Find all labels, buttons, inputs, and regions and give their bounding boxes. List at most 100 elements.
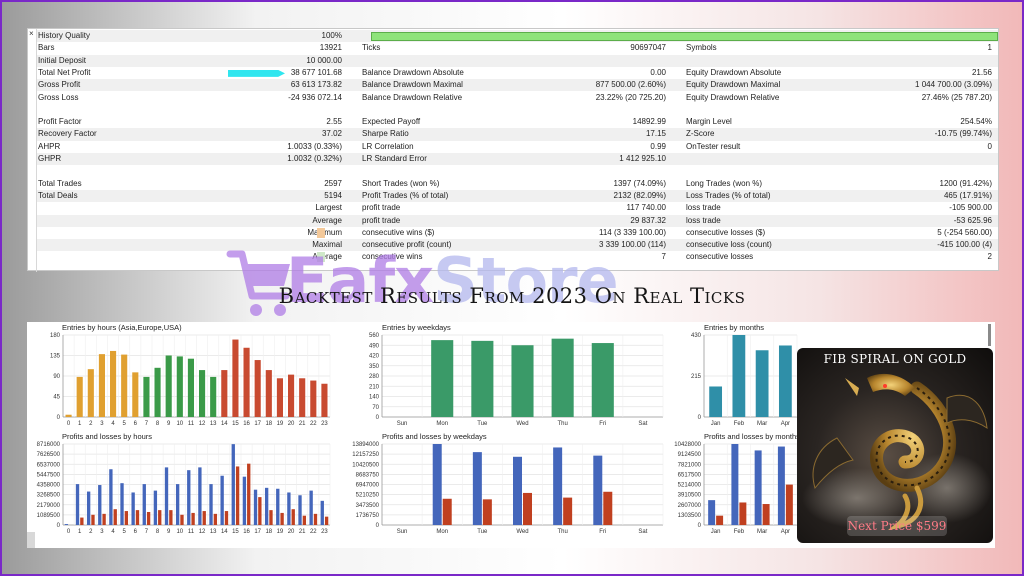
x-tick-label: 23 — [321, 529, 328, 535]
y-tick-label: 9124500 — [678, 452, 702, 458]
chart-bar — [276, 378, 283, 417]
report-label: Balance Drawdown Maximal — [362, 80, 463, 90]
brand-watermark: EafxStore — [226, 238, 766, 334]
x-tick-label: Feb — [734, 529, 745, 535]
x-tick-label: Thu — [557, 421, 567, 427]
report-label: Recovery Factor — [38, 129, 97, 139]
y-tick-label: 5214000 — [678, 483, 702, 489]
x-tick-label: Mar — [757, 529, 767, 535]
report-row: Maximal consecutive profit (count) 3 339 1… — [37, 239, 998, 252]
x-tick-label: 14 — [221, 529, 228, 535]
x-tick-label: 1 — [78, 421, 82, 427]
x-tick-label: 22 — [310, 421, 317, 427]
report-row: Recovery Factor 37.02 Sharpe Ratio 17.15 Z-S… — [37, 128, 998, 141]
profit-bar — [309, 490, 313, 525]
report-row: Total Net Profit 38 677 101.68 Balance Dra… — [37, 67, 998, 79]
side-tab[interactable] — [27, 532, 35, 548]
y-tick-label: 350 — [369, 364, 380, 370]
promo-price-badge[interactable]: Next Price $599 — [847, 516, 947, 536]
x-tick-label: 2 — [89, 421, 93, 427]
report-label: profit trade — [362, 203, 401, 213]
loss-bar — [739, 502, 747, 525]
x-tick-label: 21 — [299, 421, 306, 427]
loss-bar — [563, 497, 573, 525]
report-label: Equity Drawdown Relative — [686, 92, 780, 102]
profit-bar — [264, 487, 269, 525]
y-tick-label: 6947000 — [356, 483, 380, 489]
report-row: Average profit trade 29 837.32 loss trade -5… — [37, 214, 998, 227]
loss-bar — [785, 484, 793, 525]
report-row — [37, 104, 998, 116]
loss-bar — [302, 515, 307, 525]
report-value: 1200 (91.42%) — [939, 178, 992, 188]
x-tick-label: 3 — [100, 529, 104, 535]
y-tick-label: 4358000 — [37, 483, 61, 489]
y-tick-label: 215 — [691, 374, 702, 380]
profit-bar — [276, 488, 280, 525]
report-value: 17.15 — [645, 129, 666, 139]
chart-bar — [778, 345, 792, 417]
profit-bar — [287, 492, 291, 525]
close-icon[interactable]: × — [29, 29, 34, 38]
chart-bar — [98, 354, 105, 417]
y-tick-label: 1303500 — [678, 513, 702, 519]
scrollbar[interactable] — [988, 324, 991, 346]
profit-bar — [754, 450, 762, 525]
charts-svg: Entries by hours (Asia,Europe,USA)180135… — [37, 323, 800, 535]
loss-bar — [324, 516, 329, 525]
report-value: 90697047 — [630, 43, 666, 53]
chart-bar — [121, 354, 128, 417]
loss-bar — [113, 509, 117, 525]
report-value: -415 100.00 (4) — [937, 240, 992, 250]
x-tick-label: Tue — [477, 421, 488, 427]
profit-bar — [153, 490, 158, 525]
chart-bar — [755, 350, 769, 417]
chart-bar — [232, 339, 239, 417]
report-value: 37.02 — [321, 129, 342, 139]
loss-bar — [91, 514, 95, 525]
x-tick-label: 6 — [134, 421, 138, 427]
report-value: Largest — [315, 203, 342, 213]
report-row: Profit Factor 2.55 Expected Payoff 14892.99… — [37, 116, 998, 128]
loss-bar — [124, 511, 129, 525]
report-value: 465 (17.91%) — [943, 190, 992, 200]
report-value: 1 412 925.10 — [619, 154, 666, 163]
chart-bar — [265, 370, 272, 417]
y-tick-label: 420 — [369, 354, 380, 360]
loss-bar — [169, 510, 173, 525]
x-tick-label: 18 — [265, 529, 272, 535]
report-value: 7 — [661, 252, 666, 262]
report-label: consecutive loss (count) — [686, 240, 772, 250]
report-label: consecutive losses — [686, 252, 754, 262]
report-label: Ticks — [362, 43, 381, 53]
report-row: Total Deals 5194 Profit Trades (% of total… — [37, 189, 998, 203]
report-value: 27.46% (25 787.20) — [921, 92, 992, 102]
report-row: GHPR 1.0032 (0.32%) LR Standard Error 1 412… — [37, 153, 998, 166]
y-tick-label: 3473500 — [356, 503, 380, 509]
loss-bar — [102, 513, 106, 525]
chart-bar — [176, 356, 183, 417]
report-value: 1 — [987, 43, 992, 53]
report-label: Total Net Profit — [38, 67, 91, 77]
x-tick-label: Mon — [436, 421, 448, 427]
y-tick-label: 1736750 — [356, 513, 380, 519]
report-value: -53 625.96 — [953, 215, 992, 225]
chart-title: Profits and losses by weekdays — [382, 432, 487, 441]
y-tick-label: 2179000 — [37, 503, 61, 509]
x-tick-label: 23 — [321, 421, 328, 427]
loss-bar — [269, 510, 273, 525]
report-value: 114 (3 339 100.00) — [598, 227, 666, 237]
report-value: 3 339 100.00 (114) — [598, 240, 666, 250]
chart-bar — [591, 343, 614, 417]
x-tick-label: 17 — [254, 529, 261, 535]
chart-bar — [76, 376, 83, 417]
loss-bar — [762, 504, 770, 525]
x-tick-label: 10 — [176, 529, 183, 535]
report-value: 10 000.00 — [306, 55, 342, 65]
promo-card[interactable]: FIB SPIRAL ON GOLD Next Price $599 — [797, 348, 993, 543]
report-row: History Quality 100% — [37, 30, 998, 43]
page-headline: Backtest Results From 2023 On Real Ticks — [278, 284, 746, 308]
report-row: Maximumconsecutive wins ($)114 (3 339 10… — [37, 227, 998, 239]
report-label: Total Trades — [38, 178, 82, 188]
loss-bar — [523, 492, 532, 525]
